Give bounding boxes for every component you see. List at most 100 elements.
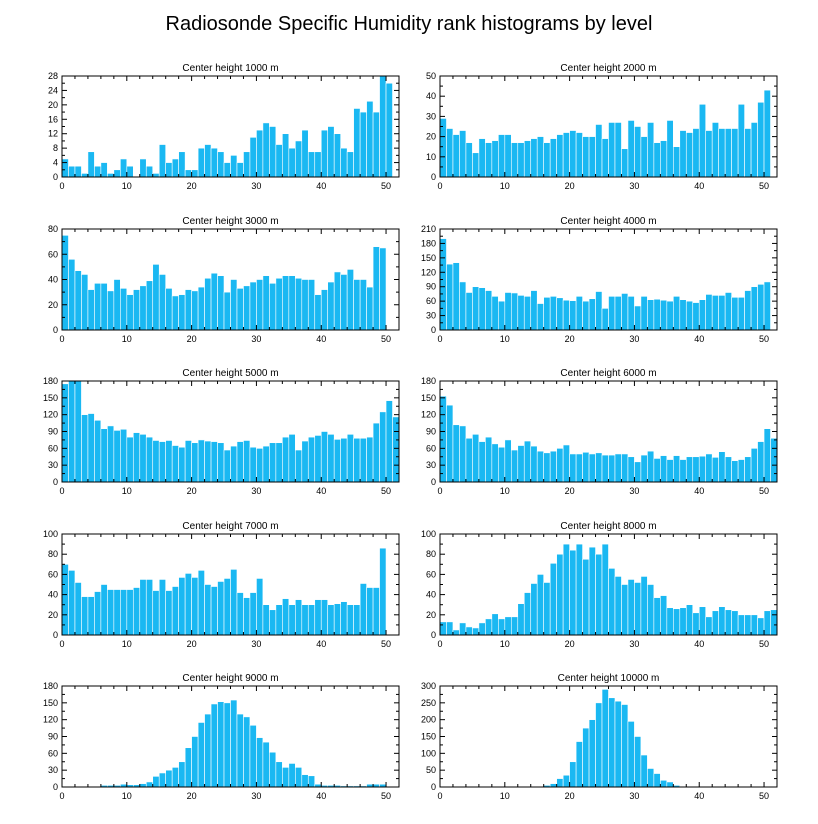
y-tick-label: 0 bbox=[53, 172, 58, 182]
histogram-bar bbox=[113, 169, 121, 178]
histogram-bar bbox=[314, 294, 322, 331]
histogram-bar bbox=[81, 596, 89, 636]
histogram-bar bbox=[673, 455, 681, 483]
histogram-bar bbox=[204, 713, 212, 788]
histogram-bar bbox=[472, 627, 480, 636]
histogram-bar bbox=[269, 126, 277, 178]
histogram-bar bbox=[346, 269, 354, 331]
x-tick-label: 50 bbox=[381, 791, 391, 801]
histogram-bar bbox=[87, 413, 95, 483]
x-tick-label: 20 bbox=[565, 334, 575, 344]
histogram-bar bbox=[145, 165, 154, 178]
y-tick-label: 150 bbox=[421, 393, 436, 403]
x-tick-label: 20 bbox=[187, 639, 197, 649]
histogram-bar bbox=[627, 296, 635, 331]
y-tick-label: 30 bbox=[48, 765, 58, 775]
histogram-bar bbox=[698, 103, 707, 178]
histogram-bar bbox=[549, 783, 557, 788]
x-tick-label: 30 bbox=[251, 486, 261, 496]
histogram-bar bbox=[439, 238, 447, 331]
histogram-bar bbox=[685, 300, 694, 331]
histogram-bar bbox=[485, 142, 493, 178]
histogram-bar bbox=[275, 761, 283, 788]
histogram-bar bbox=[327, 434, 335, 483]
histogram-bar bbox=[282, 436, 290, 483]
histogram-bar bbox=[385, 82, 393, 178]
y-tick-label: 50 bbox=[426, 71, 436, 81]
x-tick-label: 20 bbox=[187, 334, 197, 344]
histogram-bar bbox=[223, 702, 231, 788]
histogram-bar bbox=[81, 274, 89, 331]
histogram-bar bbox=[614, 453, 622, 483]
y-tick-label: 80 bbox=[426, 549, 436, 559]
histogram-bar bbox=[536, 574, 544, 636]
x-tick-label: 50 bbox=[381, 181, 391, 191]
histogram-bar bbox=[359, 437, 367, 483]
x-tick-label: 0 bbox=[437, 791, 442, 801]
histogram-bar bbox=[569, 761, 577, 788]
histogram-bar bbox=[757, 441, 765, 483]
histogram-bar bbox=[340, 437, 348, 483]
histogram-bar bbox=[132, 432, 141, 483]
histogram-bar bbox=[191, 442, 199, 483]
histogram-bar bbox=[152, 440, 160, 483]
histogram-bar bbox=[621, 293, 629, 331]
y-tick-label: 0 bbox=[431, 782, 436, 792]
histogram-bar bbox=[653, 142, 661, 178]
x-tick-label: 20 bbox=[187, 791, 197, 801]
histogram-bar bbox=[452, 134, 460, 178]
histogram-bar bbox=[731, 460, 739, 483]
histogram-bar bbox=[692, 612, 700, 636]
histogram-bar bbox=[243, 716, 251, 788]
x-tick-label: 30 bbox=[629, 639, 639, 649]
histogram-bar bbox=[744, 456, 752, 483]
histogram-bar bbox=[379, 75, 387, 178]
y-tick-label: 180 bbox=[43, 681, 58, 691]
histogram-bar bbox=[523, 440, 532, 483]
histogram-bar bbox=[340, 274, 348, 331]
histogram-bar bbox=[504, 134, 512, 178]
y-tick-label: 150 bbox=[43, 393, 58, 403]
y-tick-label: 40 bbox=[426, 590, 436, 600]
y-tick-label: 40 bbox=[426, 91, 436, 101]
x-tick-label: 50 bbox=[759, 181, 769, 191]
histogram-bar bbox=[385, 400, 393, 483]
x-tick-label: 30 bbox=[629, 486, 639, 496]
histogram-bar bbox=[627, 579, 635, 636]
histogram-bar bbox=[536, 303, 544, 331]
histogram-bar bbox=[197, 147, 205, 178]
y-tick-label: 120 bbox=[43, 715, 58, 725]
histogram-bar bbox=[504, 616, 512, 636]
histogram-bar bbox=[549, 138, 557, 178]
histogram-panel: Center height 6000 m 0 10 20 30 40 50 0 30 60 90 12… bbox=[421, 368, 778, 496]
histogram-bar bbox=[217, 701, 225, 788]
histogram-bar bbox=[314, 151, 322, 178]
y-tick-label: 90 bbox=[48, 427, 58, 437]
histogram-bar bbox=[750, 122, 758, 178]
histogram-bar bbox=[634, 461, 642, 483]
histogram-bar bbox=[184, 573, 192, 636]
histogram-bar bbox=[171, 158, 179, 178]
histogram-bar bbox=[126, 165, 134, 178]
histogram-bar bbox=[61, 158, 69, 178]
histogram-bar bbox=[536, 450, 544, 483]
histogram-bar bbox=[210, 703, 218, 788]
histogram-bar bbox=[439, 395, 447, 483]
histogram-bar bbox=[314, 435, 322, 483]
histogram-bar bbox=[621, 148, 629, 178]
histogram-bar bbox=[217, 151, 225, 178]
histogram-bar bbox=[126, 589, 134, 636]
y-tick-label: 0 bbox=[431, 477, 436, 487]
histogram-bar bbox=[588, 298, 596, 331]
histogram-bar bbox=[262, 604, 270, 636]
histogram-bar bbox=[184, 747, 192, 788]
histogram-bar bbox=[145, 781, 154, 788]
histogram-bar bbox=[498, 134, 506, 178]
histogram-bar bbox=[301, 129, 309, 178]
panel-title: Center height 4000 m bbox=[560, 216, 656, 227]
histogram-bar bbox=[575, 296, 583, 331]
histogram-bar bbox=[621, 704, 629, 788]
y-tick-label: 28 bbox=[48, 71, 58, 81]
histogram-bar bbox=[171, 767, 179, 788]
histogram-bar bbox=[575, 741, 583, 788]
